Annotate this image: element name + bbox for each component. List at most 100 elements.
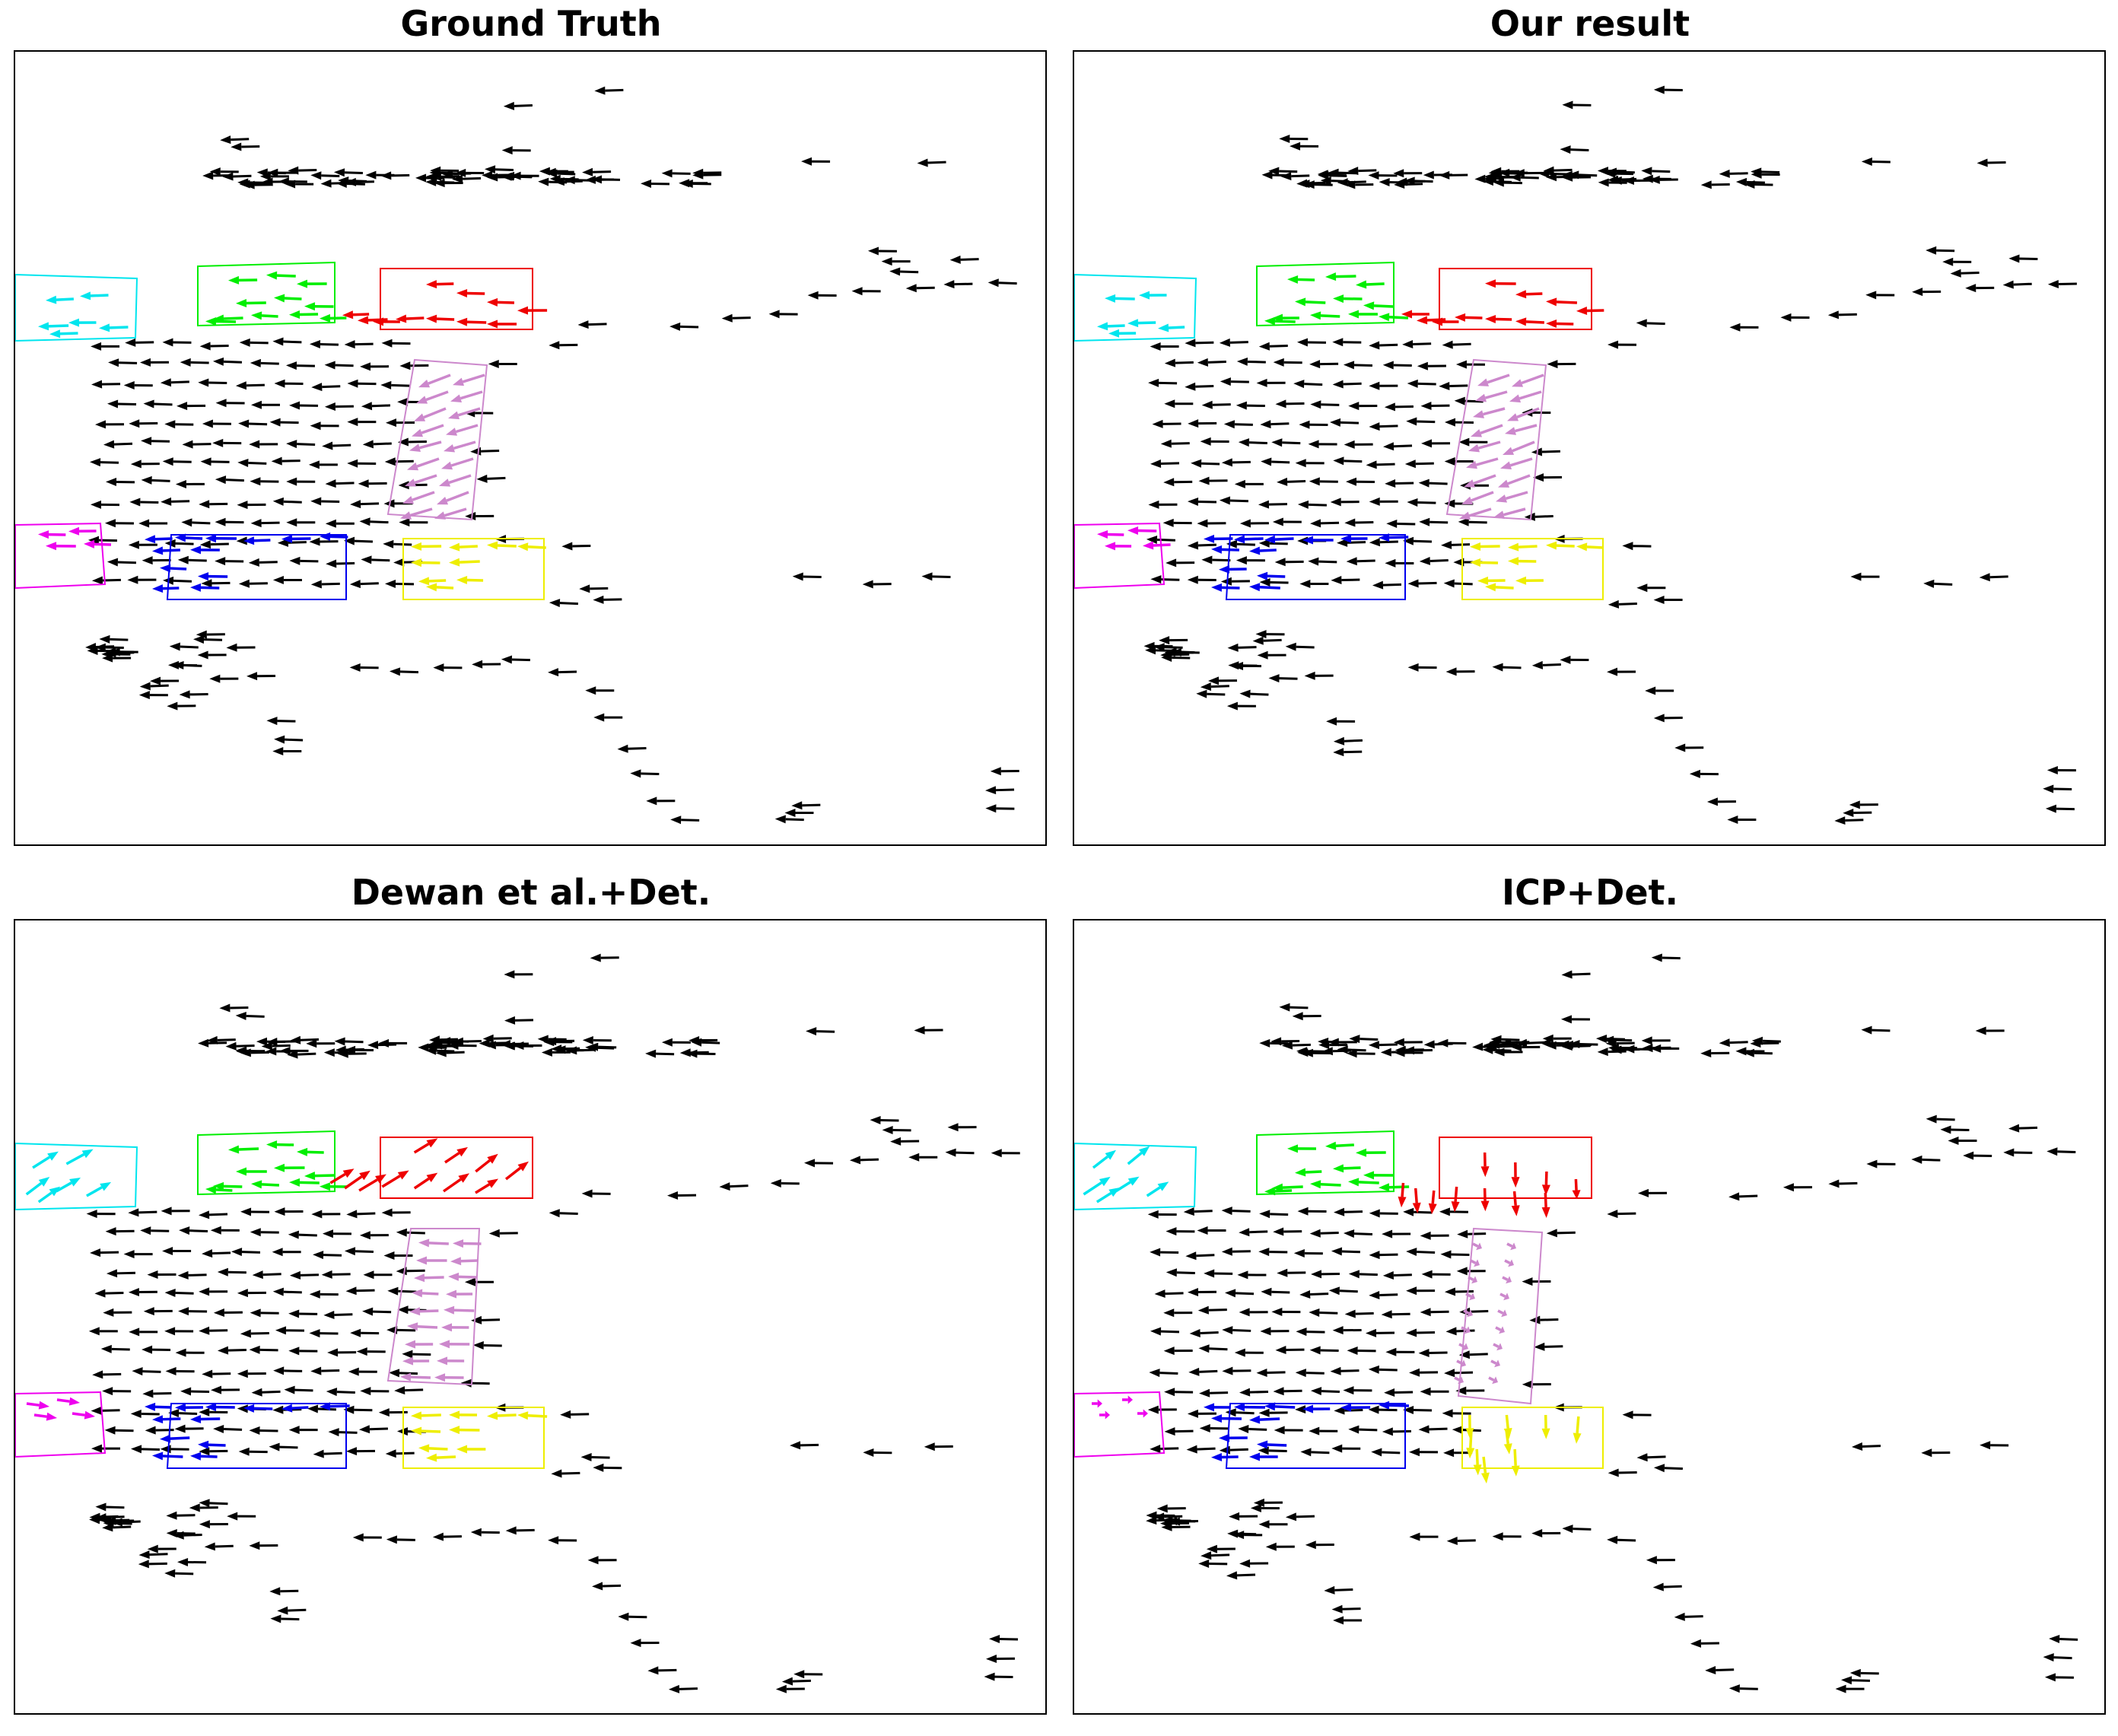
- flow-arrow: [430, 166, 460, 175]
- flow-arrow: [1689, 769, 1719, 778]
- flow-arrow: [1455, 1386, 1485, 1395]
- flow-arrow: [274, 735, 304, 744]
- green-flow-arrow: [205, 1185, 233, 1194]
- cyan-flow-arrow: [65, 1149, 94, 1165]
- flow-arrow: [1368, 171, 1398, 180]
- flow-arrow: [361, 555, 390, 564]
- plum-flow-arrow: [1493, 1343, 1503, 1351]
- flow-arrow: [388, 1369, 418, 1378]
- flow-arrow: [1198, 1344, 1228, 1353]
- flow-arrow: [1188, 419, 1217, 428]
- flow-arrow: [180, 358, 209, 367]
- flow-arrow: [661, 1038, 691, 1047]
- green-flow-arrow: [1363, 301, 1394, 310]
- flow-arrow: [645, 1049, 675, 1058]
- flow-arrow: [504, 1016, 534, 1025]
- flow-arrow: [325, 519, 355, 528]
- flow-arrow: [1292, 1012, 1321, 1021]
- flow-arrow: [1420, 402, 1450, 411]
- flow-arrow: [204, 1542, 234, 1551]
- yellow-object-box: [1461, 1407, 1604, 1469]
- flow-arrow: [1258, 539, 1288, 548]
- flow-arrow: [378, 1038, 408, 1048]
- magenta-flow-arrow: [56, 1397, 80, 1406]
- red-flow-arrow: [1485, 279, 1516, 288]
- magenta-flow-arrow: [1105, 542, 1132, 551]
- flow-arrow: [1328, 168, 1357, 177]
- flow-arrow: [238, 419, 268, 428]
- red-flow-arrow: [1428, 1190, 1437, 1215]
- flow-arrow: [363, 1270, 393, 1280]
- flow-arrow: [266, 1047, 295, 1056]
- flow-arrow: [164, 1569, 194, 1578]
- flow-arrow: [1331, 1247, 1360, 1256]
- flow-arrow: [269, 418, 299, 427]
- plum-flow-arrow: [437, 491, 469, 505]
- flow-arrow: [1369, 341, 1398, 350]
- flow-arrow: [1607, 1535, 1636, 1544]
- magenta-flow-arrow: [1122, 1395, 1133, 1404]
- flow-arrow: [1258, 500, 1287, 509]
- flow-arrow: [1841, 1676, 1871, 1685]
- flow-arrow: [2008, 254, 2038, 263]
- flow-arrow: [987, 278, 1017, 288]
- flow-arrow: [94, 1289, 124, 1298]
- flow-arrow: [246, 672, 276, 681]
- flow-arrow: [1150, 1248, 1179, 1257]
- plum-flow-arrow: [444, 1305, 475, 1315]
- blue-flow-arrow: [152, 1451, 183, 1461]
- flow-arrow: [288, 1309, 318, 1318]
- flow-arrow: [1652, 1582, 1682, 1591]
- flow-arrow: [784, 808, 814, 817]
- flow-arrow: [199, 1447, 228, 1456]
- magenta-flow-arrow: [38, 530, 66, 539]
- flow-arrow: [1444, 1369, 1474, 1378]
- blue-flow-arrow: [243, 536, 271, 545]
- green-object-box: [1256, 1130, 1395, 1196]
- red-flow-arrow: [456, 288, 485, 297]
- flow-arrow: [1849, 1668, 1879, 1677]
- flow-arrow: [1188, 1367, 1218, 1376]
- yellow-flow-arrow: [411, 1411, 441, 1420]
- flow-arrow: [350, 1328, 380, 1337]
- flow-arrow: [1407, 663, 1437, 672]
- flow-arrow: [1149, 1369, 1178, 1378]
- flow-arrow: [272, 1248, 301, 1257]
- flow-arrow: [618, 1612, 647, 1621]
- plum-flow-arrow: [407, 1322, 438, 1331]
- flow-arrow: [91, 1444, 120, 1453]
- flow-arrow: [505, 1526, 535, 1535]
- flow-arrow: [1492, 663, 1522, 672]
- flow-arrow: [1827, 310, 1857, 320]
- flow-arrow: [1866, 1159, 1896, 1168]
- yellow-flow-arrow: [487, 541, 517, 550]
- flow-arrow: [160, 1445, 189, 1454]
- flow-arrow: [791, 801, 821, 810]
- flow-arrow: [1261, 457, 1290, 466]
- green-flow-arrow: [1348, 310, 1378, 319]
- flow-arrow: [470, 447, 500, 456]
- flow-arrow: [287, 1050, 316, 1059]
- flow-arrow: [397, 437, 427, 447]
- green-object-box: [197, 261, 336, 327]
- flow-arrow: [630, 1639, 660, 1648]
- red-flow-arrow: [342, 310, 370, 320]
- flow-arrow: [1200, 437, 1229, 446]
- flow-arrow: [102, 1523, 132, 1532]
- flow-arrow: [130, 459, 160, 469]
- flow-arrow: [345, 1447, 376, 1456]
- flow-arrow: [199, 1499, 228, 1508]
- flow-arrow: [1222, 1366, 1251, 1375]
- flow-arrow: [692, 170, 722, 180]
- flow-arrow: [235, 381, 265, 390]
- flow-arrow: [199, 1520, 228, 1529]
- flow-arrow: [310, 1366, 340, 1375]
- flow-arrow: [128, 1208, 157, 1217]
- flow-arrow: [250, 400, 280, 409]
- cyan-flow-arrow: [1105, 294, 1135, 303]
- flow-arrow: [2046, 1147, 2076, 1156]
- flow-arrow: [1189, 1328, 1219, 1337]
- flow-arrow: [1187, 1288, 1217, 1297]
- flow-arrow: [1440, 1250, 1470, 1259]
- flow-arrow: [1299, 1289, 1329, 1299]
